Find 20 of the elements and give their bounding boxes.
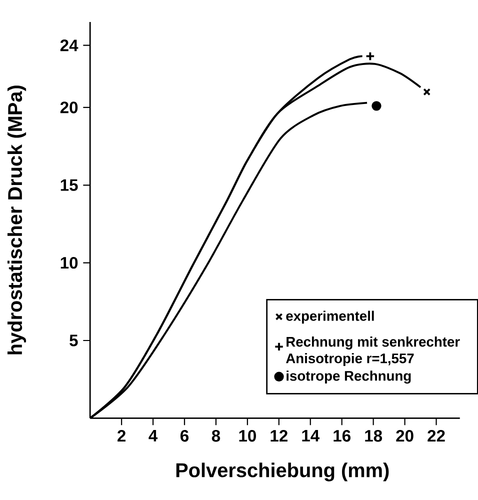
y-tick-label: 10 [60,256,78,269]
x-tick-label: 14 [302,430,320,442]
legend-label: isotrope Rechnung [286,370,411,384]
x-tick-label: 2 [117,430,126,442]
y-tick-label: 15 [60,179,78,191]
y-tick-label: 20 [60,102,78,114]
x-tick-label: 18 [364,430,382,442]
y-tick-label: 24 [60,40,78,52]
x-tick-label: 16 [334,430,350,442]
x-axis-title: Polverschiebung (mm) [176,462,389,482]
x-tick-label: 20 [396,430,414,442]
x-tick-label: 12 [270,430,288,442]
x-tick-label: 4 [148,430,158,442]
x-tick-label: 8 [212,430,220,442]
x-tick-label: 10 [239,430,256,442]
legend-label: experimentell [286,310,374,324]
x-tick-label: 6 [180,430,188,442]
x-tick-label: 22 [427,430,445,442]
y-axis-title: hydrostatischer Druck (MPa) [7,86,26,354]
y-tick-label: 5 [69,334,78,346]
